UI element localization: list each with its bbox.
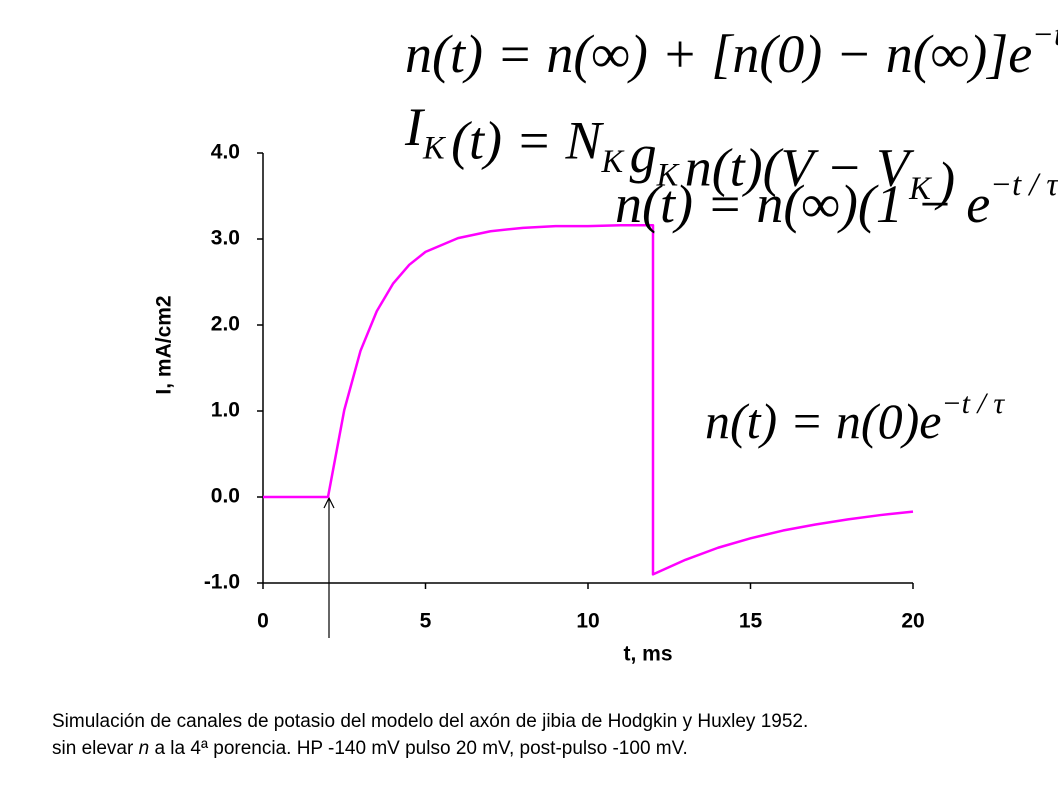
equation: n(t) = n(0)e−t / τ bbox=[705, 387, 1005, 449]
caption: Simulación de canales de potasio del mod… bbox=[52, 711, 808, 732]
y-tick-label: 3.0 bbox=[211, 227, 240, 250]
x-tick-label: 10 bbox=[576, 610, 599, 633]
y-tick-label: 0.0 bbox=[211, 485, 240, 508]
equation-superscript: −t / τ bbox=[1032, 17, 1058, 53]
equation-term: ) bbox=[934, 151, 955, 211]
equation-subscript: K bbox=[908, 171, 932, 207]
caption-text: a la 4ª porencia. HP -140 mV pulso 20 mV… bbox=[149, 738, 688, 759]
y-tick-label: 1.0 bbox=[211, 399, 240, 422]
x-axis-title: t, ms bbox=[623, 643, 672, 666]
equation-term: (t) = N bbox=[451, 111, 604, 171]
equation: n(t) = n(∞) + [n(0) − n(∞)]e−t / τ bbox=[405, 17, 1058, 84]
x-tick-label: 0 bbox=[257, 610, 269, 633]
data-line bbox=[263, 223, 914, 576]
equation: IK (t) = NK gK n(t)(V − VK) bbox=[404, 97, 955, 211]
equation-term: I bbox=[404, 97, 426, 157]
y-tick-label: 4.0 bbox=[211, 141, 240, 164]
x-tick-label: 5 bbox=[420, 610, 432, 633]
equation-term: n(t) = n(∞) + [n(0) − n(∞)]e bbox=[405, 24, 1032, 84]
caption: sin elevar n a la 4ª porencia. HP -140 m… bbox=[52, 738, 688, 759]
y-tick-label: 2.0 bbox=[211, 313, 240, 336]
arrow-head bbox=[323, 496, 335, 509]
equation-superscript: −t / τ bbox=[990, 167, 1058, 203]
equation-subscript: K bbox=[601, 144, 625, 180]
equation-term: n(t) = n(0)e bbox=[705, 393, 941, 449]
x-tick-label: 20 bbox=[901, 610, 924, 633]
equation-term: g bbox=[630, 124, 657, 184]
equation-term: n(t)(V − V bbox=[685, 138, 915, 198]
equation-subscript: K bbox=[656, 158, 680, 194]
y-axis-title: I, mA/cm2 bbox=[153, 295, 176, 394]
caption-text: n bbox=[139, 738, 150, 759]
caption-text: sin elevar bbox=[52, 738, 139, 759]
y-tick-label: -1.0 bbox=[204, 571, 240, 594]
equation-subscript: K bbox=[422, 131, 446, 167]
x-tick-label: 15 bbox=[739, 610, 763, 633]
equation-term: n(t) = n(∞)(1 − e bbox=[615, 174, 990, 234]
equation: n(t) = n(∞)(1 − e−t / τ) bbox=[615, 147, 1058, 234]
equation-superscript: −t / τ bbox=[941, 387, 1005, 420]
